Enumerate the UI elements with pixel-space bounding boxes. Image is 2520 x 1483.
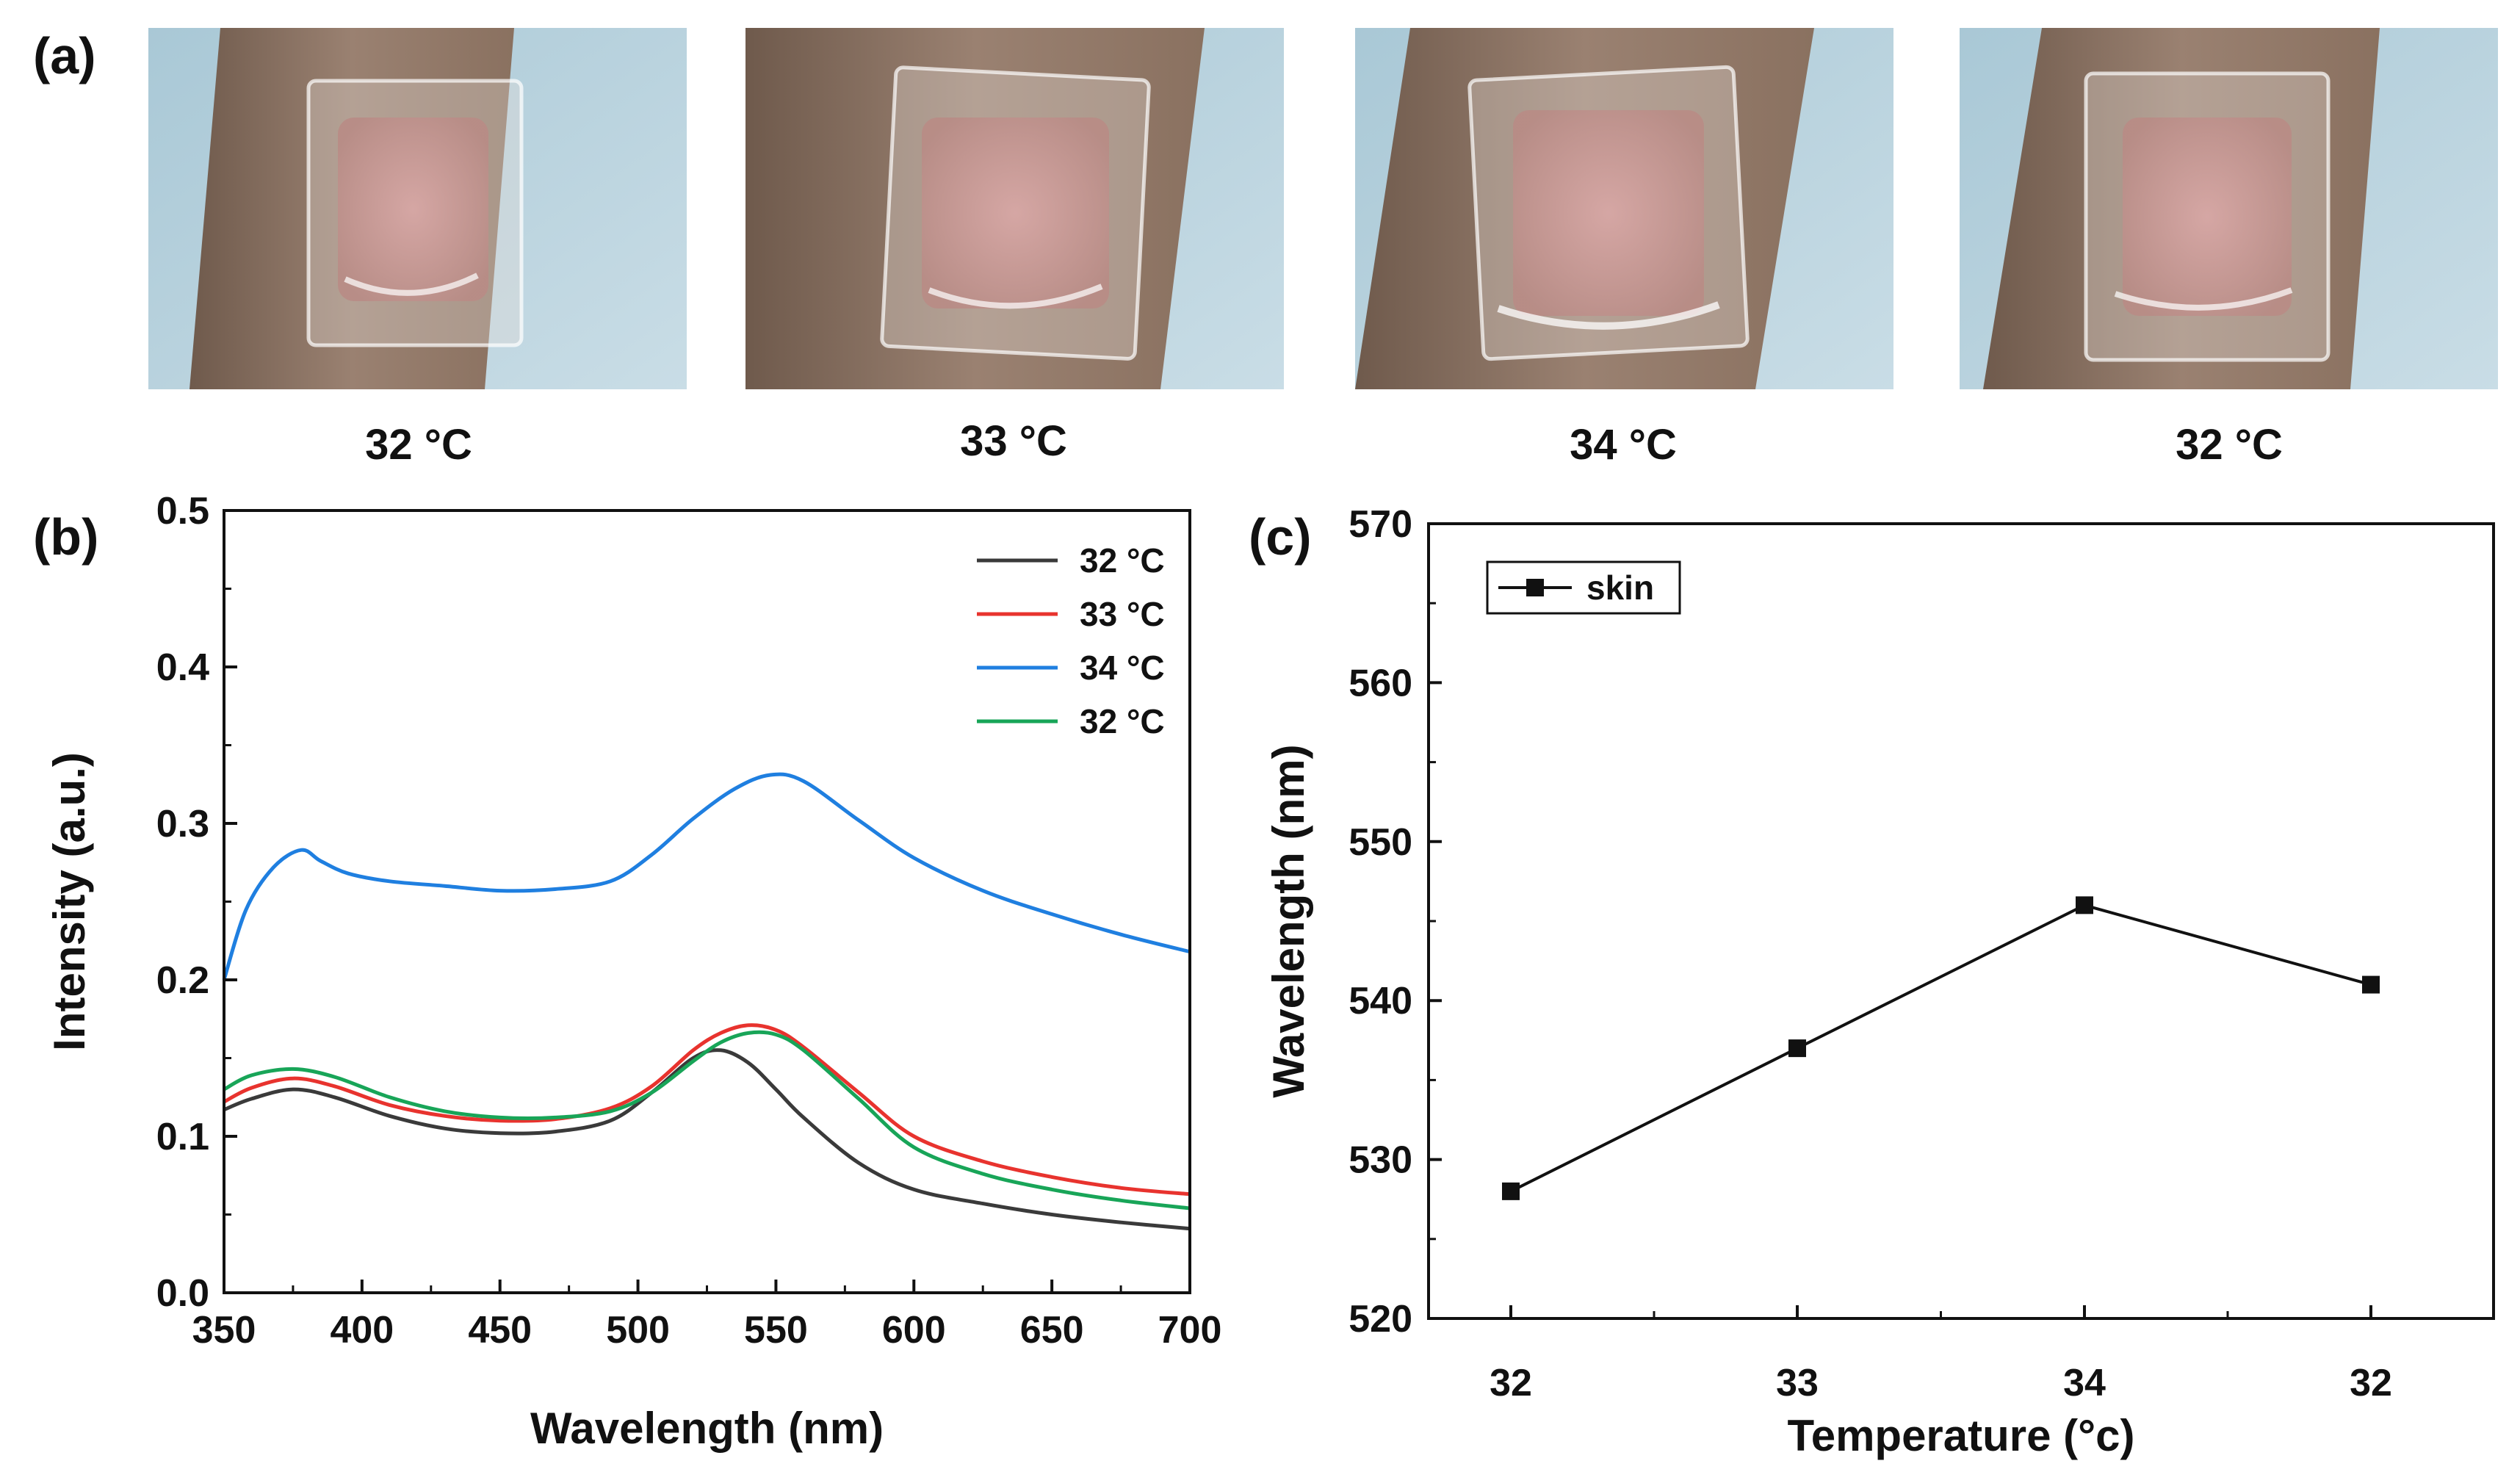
x-tick-label: 33 (1776, 1362, 1819, 1404)
photo-3-caption: 34 °C (1570, 421, 1677, 469)
y-tick-label: 530 (1349, 1139, 1412, 1182)
photo-4 (1960, 28, 2498, 389)
y-tick-label: 0.3 (156, 803, 209, 845)
x-tick-label: 450 (468, 1309, 532, 1352)
photo-1-caption: 32 °C (365, 421, 472, 469)
y-tick-label: 570 (1349, 503, 1412, 546)
skin-point-2 (1788, 1039, 1806, 1058)
skin-point-4 (2362, 975, 2380, 994)
photo-2 (745, 28, 1284, 389)
photo-2-caption: 33 °C (960, 417, 1067, 465)
panel-label-a: (a) (33, 27, 96, 84)
x-tick-label: 34 (2063, 1362, 2106, 1404)
y-tick-label: 0.1 (156, 1116, 209, 1158)
photo-4-patch-gel (2123, 118, 2292, 316)
chart-b: 350 400 450 500 550 600 650 700 0.0 0.1 0.2 0.3 0.4 0… (45, 490, 1221, 1453)
photo-1 (148, 28, 687, 389)
y-tick-label: 550 (1349, 821, 1412, 864)
y-axis-title: Intensity (a.u.) (45, 752, 94, 1051)
series-line-1 (223, 1048, 1191, 1231)
legend-marker-skin (1526, 579, 1544, 596)
skin-point-1 (1502, 1182, 1520, 1200)
panel-label-b: (b) (33, 508, 98, 566)
panel-label-c: (c) (1249, 508, 1312, 566)
photo-4-highlight (2114, 287, 2293, 311)
y-tick-label: 560 (1349, 662, 1412, 704)
y-tick-label: 0.2 (156, 959, 209, 1002)
legend-label-2: 33 °C (1080, 595, 1165, 633)
legend-label-skin: skin (1586, 569, 1654, 607)
chart-c: 32 33 34 32 520 530 540 550 560 570 Temperature (°… (1264, 503, 2495, 1460)
x-tick-label: 350 (192, 1309, 256, 1352)
x-tick-label: 400 (330, 1309, 394, 1352)
y-axis-title: Wavelength (nm) (1264, 744, 1313, 1097)
y-tick-label: 520 (1349, 1298, 1412, 1341)
x-tick-label: 32 (1490, 1362, 1532, 1404)
plot-frame-c (1427, 522, 2495, 1320)
photo-2-highlight (928, 284, 1103, 309)
x-axis-title: Temperature (°c) (1788, 1411, 2135, 1460)
legend-label-4: 32 °C (1080, 702, 1165, 740)
photo-1-highlight (344, 273, 479, 296)
photo-3 (1355, 28, 1893, 389)
x-axis-title: Wavelength (nm) (530, 1404, 884, 1453)
legend-label-3: 34 °C (1080, 649, 1165, 687)
photo-1-patch-gel (338, 118, 488, 301)
series-line-3 (222, 772, 1191, 981)
y-tick-label: 0.0 (156, 1272, 209, 1315)
x-tick-label: 700 (1158, 1309, 1222, 1352)
photo-2-patch-gel (922, 118, 1109, 308)
series-line-2 (223, 1023, 1191, 1197)
legend-label-1: 32 °C (1080, 541, 1165, 580)
x-tick-label: 32 (2350, 1362, 2392, 1404)
x-tick-label: 550 (744, 1309, 808, 1352)
skin-point-3 (2076, 896, 2093, 914)
y-tick-label: 540 (1349, 980, 1412, 1022)
x-tick-label: 500 (606, 1309, 670, 1352)
y-tick-label: 0.4 (156, 646, 209, 689)
photo-3-patch-gel (1513, 110, 1704, 316)
series-line-4 (223, 1030, 1191, 1210)
y-tick-label: 0.5 (156, 490, 209, 533)
skin-line (1510, 903, 2372, 1193)
x-tick-label: 600 (882, 1309, 946, 1352)
photo-3-highlight (1497, 301, 1720, 330)
x-tick-label: 650 (1020, 1309, 1084, 1352)
photo-4-caption: 32 °C (2176, 421, 2283, 469)
